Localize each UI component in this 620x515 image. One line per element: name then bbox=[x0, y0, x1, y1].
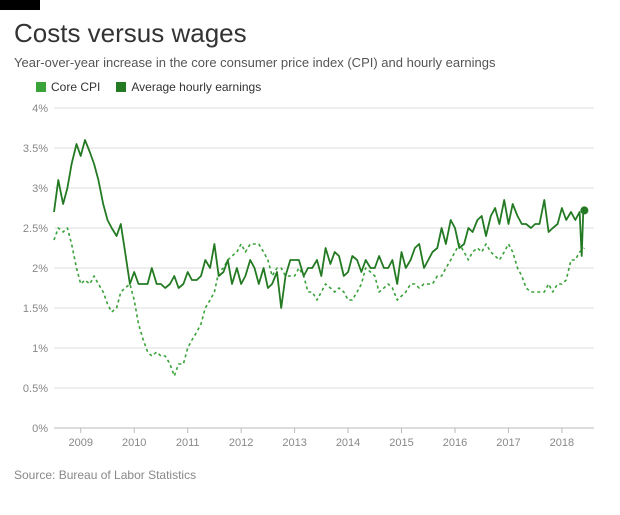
svg-text:2010: 2010 bbox=[122, 437, 146, 449]
legend-item-hourly-earnings: Average hourly earnings bbox=[116, 80, 261, 94]
legend-swatch-hourly-earnings bbox=[116, 82, 126, 92]
chart-title: Costs versus wages bbox=[14, 18, 606, 49]
svg-text:2018: 2018 bbox=[550, 437, 574, 449]
legend: Core CPI Average hourly earnings bbox=[36, 80, 606, 94]
chart-container: Costs versus wages Year-over-year increa… bbox=[0, 18, 620, 494]
svg-text:2017: 2017 bbox=[496, 437, 520, 449]
chart-svg: 0% 0.5% 1% 1.5% 2% 2.5% 3% 3.5% 4% 2009 2010 2011 20… bbox=[14, 98, 606, 458]
svg-text:1%: 1% bbox=[32, 343, 48, 355]
svg-text:2.5%: 2.5% bbox=[23, 223, 48, 235]
svg-text:0%: 0% bbox=[32, 423, 48, 435]
svg-text:2012: 2012 bbox=[229, 437, 253, 449]
legend-swatch-core-cpi bbox=[36, 82, 46, 92]
svg-text:0.5%: 0.5% bbox=[23, 383, 48, 395]
svg-text:2013: 2013 bbox=[282, 437, 306, 449]
svg-text:3.5%: 3.5% bbox=[23, 143, 48, 155]
brand-bar bbox=[0, 0, 40, 10]
chart-source: Source: Bureau of Labor Statistics bbox=[14, 468, 606, 482]
svg-text:2009: 2009 bbox=[68, 437, 92, 449]
chart-subtitle: Year-over-year increase in the core cons… bbox=[14, 55, 606, 70]
legend-label-hourly-earnings: Average hourly earnings bbox=[131, 80, 261, 94]
legend-item-core-cpi: Core CPI bbox=[36, 80, 100, 94]
svg-text:2014: 2014 bbox=[336, 437, 360, 449]
svg-text:2011: 2011 bbox=[176, 437, 200, 449]
svg-text:4%: 4% bbox=[32, 103, 48, 115]
svg-text:2%: 2% bbox=[32, 263, 48, 275]
svg-text:3%: 3% bbox=[32, 183, 48, 195]
chart-plot: 0% 0.5% 1% 1.5% 2% 2.5% 3% 3.5% 4% 2009 2010 2011 20… bbox=[14, 98, 606, 458]
svg-text:2015: 2015 bbox=[389, 437, 413, 449]
svg-text:1.5%: 1.5% bbox=[23, 303, 48, 315]
svg-text:2016: 2016 bbox=[443, 437, 467, 449]
legend-label-core-cpi: Core CPI bbox=[51, 80, 100, 94]
